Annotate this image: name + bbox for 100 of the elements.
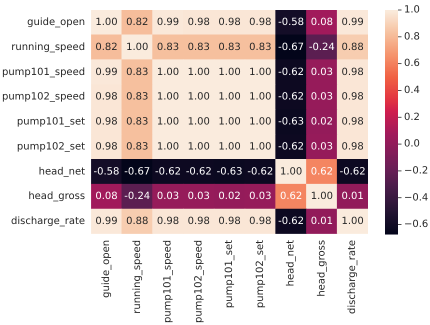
color-bar-label: 0.8 [404,31,420,42]
data-label: 0.03 [310,141,333,152]
data-label: 0.82 [126,17,148,28]
data-label: 0.01 [310,216,333,228]
data-label: 0.98 [249,216,272,228]
data-label: 0.83 [126,92,148,103]
data-label: 0.98 [188,216,210,228]
data-label: 0.03 [249,191,272,202]
data-label: 1.00 [188,92,210,103]
color-bar-label: −0.2 [404,166,428,176]
data-label: 1.00 [249,92,272,103]
data-label: 1.00 [188,141,210,152]
data-label: 0.98 [218,17,241,28]
y-tick-label: pump101_speed [2,66,86,78]
data-label: 0.99 [156,17,180,28]
data-label: 0.98 [95,92,118,103]
data-label: 0.98 [341,116,364,128]
data-label: 1.00 [249,116,272,128]
data-label: 0.98 [156,216,180,228]
color-bar-label: −0.6 [404,219,428,230]
data-label: -0.62 [278,216,304,228]
y-tick-label: running_speed [11,42,86,53]
data-label: 1.00 [156,92,180,103]
data-label: 0.98 [218,216,241,228]
data-label: 0.83 [156,42,180,53]
data-label: 0.99 [95,66,118,78]
y-tick-label: pump101_set [16,116,86,128]
data-label: 0.02 [218,191,241,202]
data-label: -0.63 [278,116,304,128]
data-label: 0.02 [310,116,333,128]
data-label: 0.03 [310,92,333,103]
color-bar-label: 0.4 [404,85,420,96]
y-tick-label: pump102_set [16,141,86,152]
data-label: -0.58 [94,166,120,178]
x-tick-label: pump102_set [254,240,266,308]
x-tick-label: head_gross [316,240,328,297]
data-label: 0.01 [341,191,364,202]
x-tick-label: head_net [286,240,297,286]
x-tick-label: pump101_speed [162,240,174,324]
data-label: 1.00 [156,116,180,128]
data-label: 0.82 [95,42,118,53]
data-label: -0.62 [278,92,304,103]
data-label: -0.24 [124,191,150,202]
data-label: -0.62 [278,141,304,152]
data-label: 0.98 [95,116,118,128]
x-tick-label: pump102_speed [193,240,204,324]
data-label: 0.62 [310,166,333,178]
data-label: 0.98 [188,17,210,28]
data-label: 0.83 [126,116,148,128]
data-label: 1.00 [310,191,333,202]
data-label: 1.00 [249,141,272,152]
y-tick-label: head_gross [28,191,86,202]
data-label: 0.83 [249,42,272,53]
data-label: 1.00 [280,166,302,178]
y-tick-label: guide_open [27,17,86,28]
data-label: 1.00 [218,116,241,128]
y-tick-label: discharge_rate [11,216,86,228]
x-tick-label: pump101_set [224,240,236,308]
data-label: -0.62 [247,166,274,178]
data-label: -0.58 [278,17,304,28]
data-label: -0.63 [216,166,242,178]
data-label: 0.98 [341,66,364,78]
x-tick-label: discharge_rate [347,240,358,314]
data-label: 1.00 [156,66,180,78]
data-label: 0.83 [126,66,148,78]
data-label: 0.62 [280,191,302,202]
data-label: 0.08 [310,17,333,28]
data-label: 1.00 [218,141,241,152]
data-label: 0.83 [218,42,241,53]
data-label: 0.99 [341,17,364,28]
data-label: 0.98 [95,141,118,152]
data-label: 0.08 [95,191,118,202]
data-label: 0.83 [126,141,148,152]
data-label: 1.00 [95,17,118,28]
data-label: -0.62 [340,166,366,178]
data-label: 0.98 [249,17,272,28]
data-label: 0.03 [156,191,180,202]
data-label: 1.00 [341,216,364,228]
data-label: -0.62 [186,166,212,178]
data-label: 1.00 [188,66,210,78]
data-label: 0.88 [341,42,364,53]
y-tick-label: head_net [38,166,86,178]
data-label: 1.00 [188,116,210,128]
data-label: -0.67 [278,42,304,53]
data-label: -0.62 [278,66,304,78]
data-label: 0.98 [341,141,364,152]
color-bar-label: 0.0 [404,138,420,150]
data-label: -0.67 [124,166,150,178]
data-label: 1.00 [249,66,272,78]
color-bar-label: 1.0 [404,4,420,16]
color-bar-label: −0.4 [404,192,428,204]
data-label: 1.00 [126,42,148,53]
color-bar-label: 0.6 [404,58,420,70]
y-tick-label: pump102_speed [2,92,86,103]
data-label: -0.62 [155,166,181,178]
x-tick-label: running_speed [132,240,143,314]
data-label: 0.03 [188,191,210,202]
data-label: 1.00 [218,66,241,78]
color-bar-label: 0.2 [404,112,420,123]
data-label: 0.03 [310,66,333,78]
